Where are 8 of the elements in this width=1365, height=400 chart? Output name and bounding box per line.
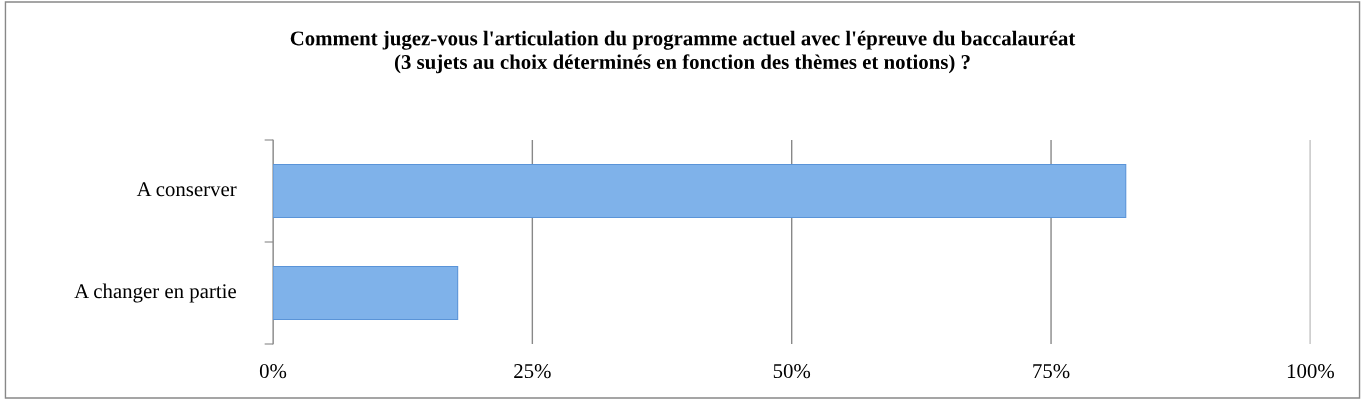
x-tick-label: 50%	[773, 364, 811, 379]
chart-title: Comment jugez-vous l'articulation du programme actuel avec l'épreuve du baccalauréat (3 sujets au choix déterminés en fonction des thèmes et notions) ?	[290, 30, 1076, 74]
x-tick-label: 25%	[514, 364, 551, 379]
x-tick-label: 0%	[259, 364, 287, 379]
y-tick-label: A changer en partie	[74, 283, 236, 303]
y-tick-label: A conserver	[136, 182, 237, 197]
x-tick-label: 75%	[1033, 364, 1070, 379]
x-tick-label: 100%	[1287, 364, 1334, 379]
